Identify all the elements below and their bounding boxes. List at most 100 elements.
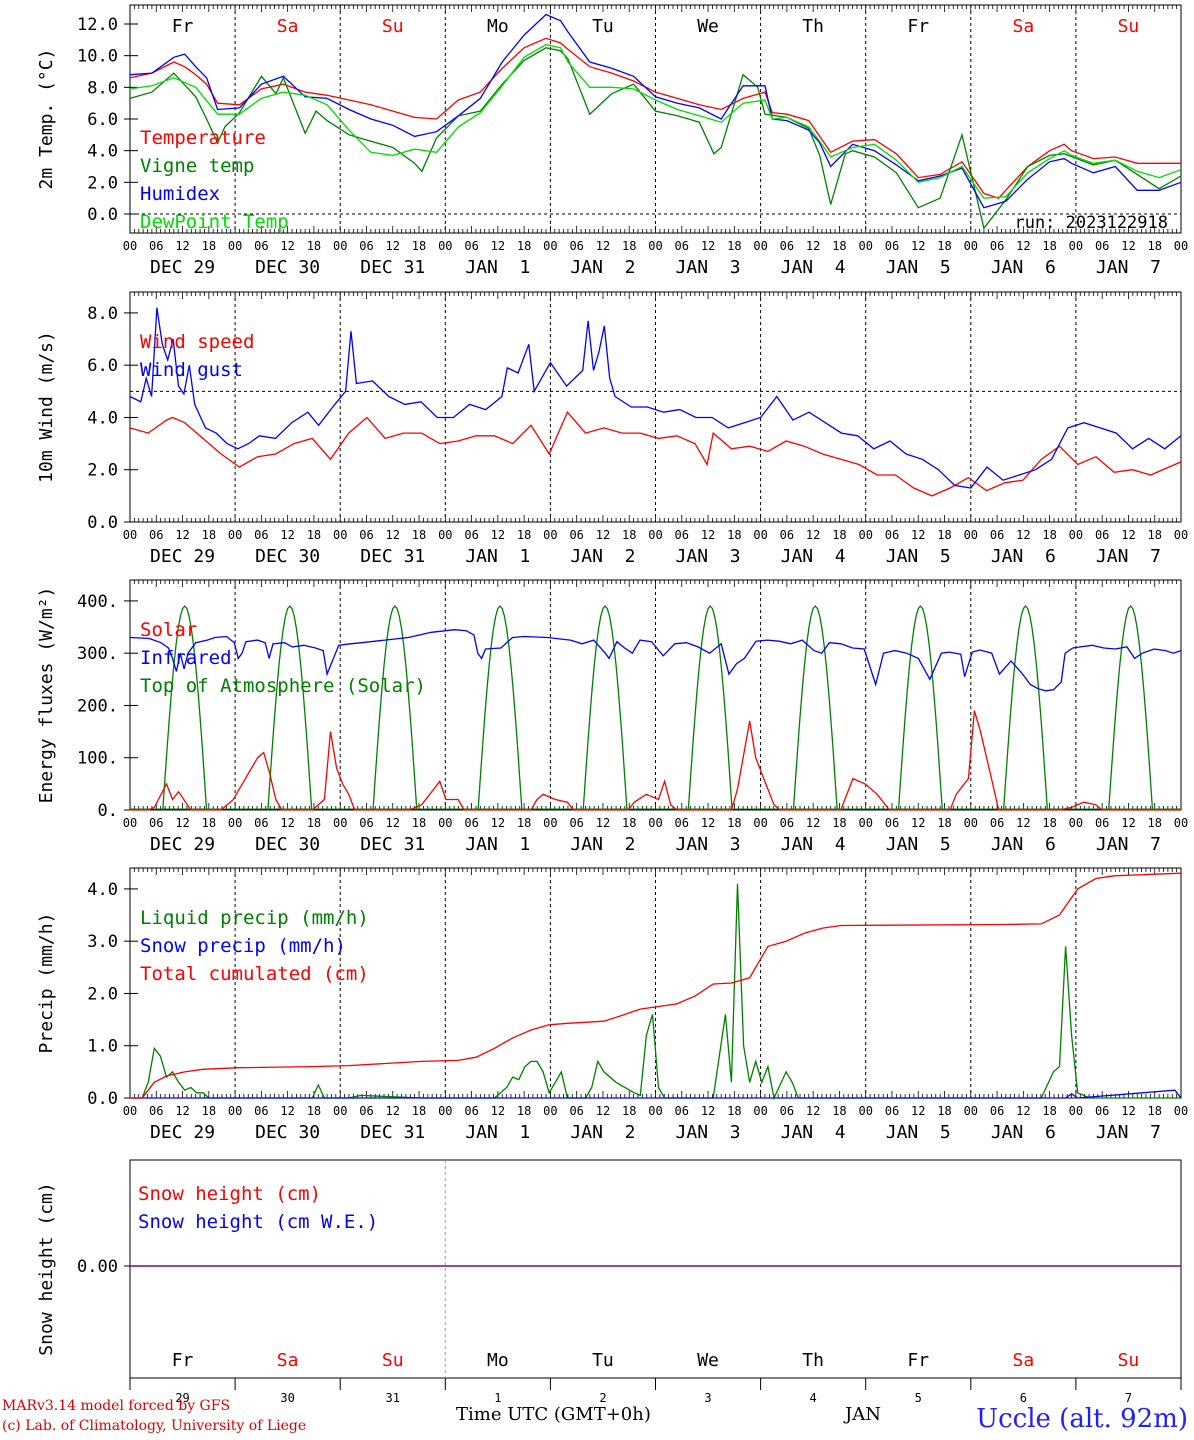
hour-label: 00 (1069, 1104, 1083, 1118)
hour-label: 06 (780, 528, 794, 542)
hour-label: 18 (727, 816, 741, 830)
day-number: 5 (915, 1391, 922, 1405)
date-label: JAN 5 (886, 1122, 951, 1143)
hour-label: 06 (990, 528, 1004, 542)
hour-label: 18 (307, 816, 321, 830)
day-name: Th (802, 16, 824, 37)
date-label: JAN 1 (465, 834, 530, 855)
hour-label: 18 (412, 528, 426, 542)
hour-label: 12 (175, 528, 189, 542)
hour-label: 12 (911, 816, 925, 830)
hour-label: 06 (675, 239, 689, 253)
day-name: Su (382, 1350, 404, 1371)
legend-entry: Solar (140, 619, 197, 641)
hour-label: 00 (858, 239, 872, 253)
hour-label: 06 (254, 528, 268, 542)
hour-label: 00 (123, 816, 137, 830)
hour-label: 18 (937, 528, 951, 542)
hour-label: 12 (1121, 816, 1135, 830)
day-name: Su (1118, 1350, 1140, 1371)
hour-label: 00 (964, 239, 978, 253)
hour-label: 12 (596, 1104, 610, 1118)
series-wind-speed (129, 410, 1182, 497)
panel-3: 00 06 12 18 00 06 12 18 00 06 12 18 00 06 12 18 00 06 12 18… (36, 579, 1188, 855)
hour-label: 06 (1095, 1104, 1109, 1118)
hour-label: 12 (386, 239, 400, 253)
hour-label: 00 (1069, 239, 1083, 253)
date-label: JAN 3 (676, 834, 741, 855)
hour-label: 12 (491, 1104, 505, 1118)
legend-entry: Vigne temp (140, 155, 254, 177)
date-label: JAN 2 (570, 1122, 635, 1143)
y-axis-title: Precip (mm/h) (36, 913, 57, 1054)
hour-label: 18 (307, 528, 321, 542)
hour-label: 00 (123, 528, 137, 542)
hour-label: 18 (412, 1104, 426, 1118)
hour-label: 00 (333, 528, 347, 542)
hour-label: 06 (569, 239, 583, 253)
hour-label: 06 (780, 239, 794, 253)
date-label: JAN 3 (676, 257, 741, 278)
y-tick-label: 4.0 (87, 880, 118, 900)
hour-label: 12 (911, 1104, 925, 1118)
hour-label: 12 (1121, 528, 1135, 542)
hour-label: 18 (937, 239, 951, 253)
y-tick-label: 2.0 (87, 461, 118, 481)
hour-label: 00 (228, 239, 242, 253)
hour-label: 18 (202, 239, 216, 253)
series-solar (130, 710, 1181, 811)
hour-label: 06 (359, 239, 373, 253)
hour-label: 06 (254, 816, 268, 830)
day-name: Mo (487, 1350, 509, 1371)
hour-label: 00 (964, 528, 978, 542)
hour-label: 18 (727, 528, 741, 542)
hour-label: 18 (832, 239, 846, 253)
hour-label: 12 (491, 528, 505, 542)
hour-label: 12 (911, 239, 925, 253)
hour-label: 12 (280, 1104, 294, 1118)
hour-label: 00 (333, 239, 347, 253)
series-infrared (129, 629, 1182, 692)
hour-label: 06 (990, 239, 1004, 253)
hour-label: 18 (517, 816, 531, 830)
hour-label: 12 (175, 239, 189, 253)
date-label: DEC 30 (255, 834, 320, 855)
hour-label: 12 (491, 816, 505, 830)
y-tick-label: 6.0 (87, 110, 118, 130)
series-dewpoint-temp (129, 43, 1182, 199)
hour-label: 18 (1042, 1104, 1056, 1118)
date-label: DEC 31 (360, 546, 425, 567)
hour-label: 12 (911, 528, 925, 542)
hour-label: 18 (1147, 816, 1161, 830)
hour-label: 12 (175, 816, 189, 830)
hour-label: 12 (806, 528, 820, 542)
hour-label: 12 (1121, 239, 1135, 253)
hour-label: 18 (517, 528, 531, 542)
hour-label: 00 (753, 816, 767, 830)
day-name: Sa (277, 16, 299, 37)
date-label: DEC 30 (255, 546, 320, 567)
hour-label: 12 (701, 816, 715, 830)
hour-label: 06 (990, 1104, 1004, 1118)
hour-label: 18 (202, 528, 216, 542)
day-name: Fr (907, 16, 929, 37)
legend-entry: Liquid precip (mm/h) (140, 907, 369, 929)
y-tick-label: 300. (77, 644, 118, 664)
y-tick-label: 8.0 (87, 304, 118, 324)
hour-label: 00 (964, 1104, 978, 1118)
hour-label: 18 (1042, 528, 1056, 542)
hour-label: 00 (1174, 816, 1188, 830)
hour-label: 12 (175, 1104, 189, 1118)
hour-label: 18 (832, 816, 846, 830)
date-label: DEC 31 (360, 257, 425, 278)
hour-label: 12 (280, 528, 294, 542)
date-label: JAN 7 (1096, 546, 1161, 567)
hour-label: 06 (359, 528, 373, 542)
series-toa-solar (162, 605, 208, 811)
hour-label: 12 (596, 816, 610, 830)
legend-entry: Snow precip (mm/h) (140, 935, 346, 957)
hour-label: 18 (307, 239, 321, 253)
hour-label: 06 (885, 1104, 899, 1118)
date-label: JAN 5 (886, 257, 951, 278)
